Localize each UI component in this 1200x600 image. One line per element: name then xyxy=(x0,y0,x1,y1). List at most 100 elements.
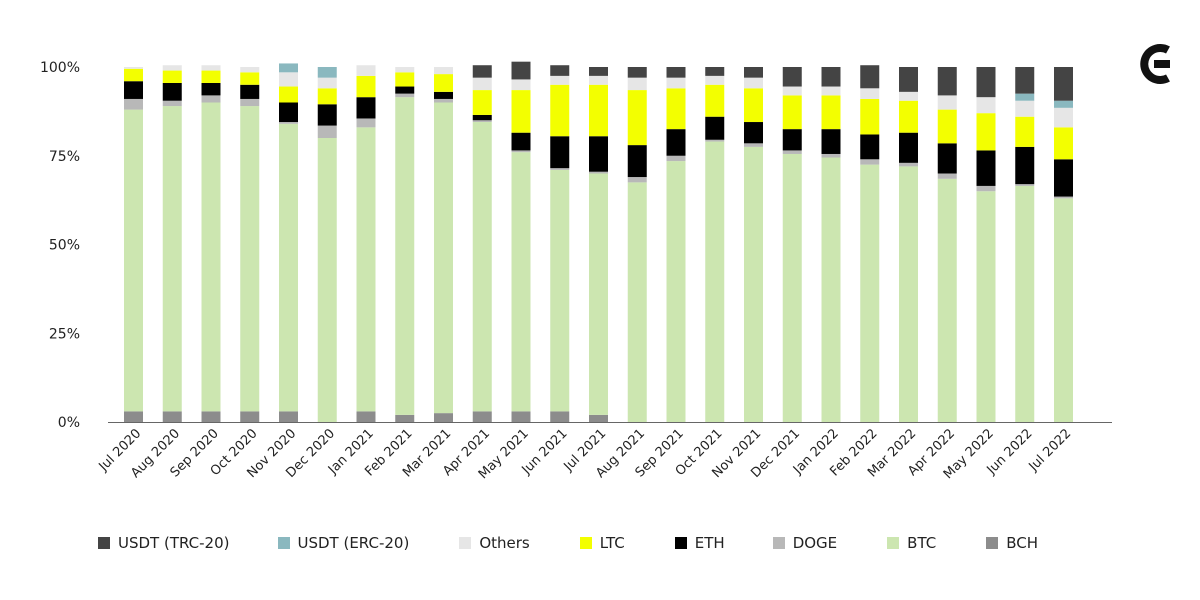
bar-segment xyxy=(782,86,802,96)
bar-segment xyxy=(821,157,841,422)
bar-segment xyxy=(550,169,570,412)
y-axis-ticks: 0% 25% 50% 75% 100% xyxy=(40,60,80,431)
bar-segment xyxy=(124,67,143,69)
bar-segment xyxy=(937,173,957,179)
bar-segment xyxy=(1054,100,1073,108)
bar-segment xyxy=(240,98,260,107)
bar-segment xyxy=(511,79,531,91)
bar-segment xyxy=(395,86,415,94)
bar-segment xyxy=(860,164,880,422)
bar-segment xyxy=(782,67,802,87)
bar-segment xyxy=(1015,185,1035,422)
bar-segment xyxy=(705,67,725,76)
bar-segment xyxy=(705,75,725,85)
bar-segment xyxy=(434,413,453,422)
legend-swatch xyxy=(277,537,290,549)
bar-segment xyxy=(937,143,957,174)
bar-segment xyxy=(627,77,647,91)
legend-item: Others xyxy=(459,534,530,552)
legend-swatch xyxy=(98,537,110,549)
bar-segment xyxy=(860,159,880,165)
legend-label: DOGE xyxy=(792,534,838,552)
bar-segment xyxy=(821,153,841,158)
bar-segment xyxy=(317,138,337,422)
bar-segment xyxy=(744,77,763,89)
legend-item: DOGE xyxy=(772,534,838,552)
bar-segment xyxy=(666,129,686,156)
bar-segment xyxy=(550,411,570,422)
brand-logo-icon xyxy=(1140,44,1170,84)
bar-segment xyxy=(744,143,763,147)
bar-segment xyxy=(434,102,453,414)
bar-segment xyxy=(279,86,298,103)
bar-segment xyxy=(279,72,298,87)
bar-segment xyxy=(240,84,260,99)
bar-segment xyxy=(279,102,298,123)
x-tick-label: Jul 2022 xyxy=(1026,426,1075,475)
bar-segment xyxy=(356,411,376,422)
bar-segment xyxy=(434,74,453,92)
bar-segment xyxy=(201,70,221,83)
bar-segment xyxy=(472,77,492,91)
bar-segment xyxy=(860,98,880,135)
bar-segment xyxy=(744,67,763,78)
bar-segment xyxy=(124,411,143,422)
bar-segment xyxy=(666,67,686,78)
y-tick-label: 100% xyxy=(40,60,80,76)
bar-segment xyxy=(472,90,492,115)
bar-segment xyxy=(240,72,260,85)
bar-segment xyxy=(589,414,608,422)
bar-segment xyxy=(162,82,182,101)
bar-segment xyxy=(317,125,337,138)
bar-segment xyxy=(937,109,957,144)
bar-segment xyxy=(279,123,298,412)
bar-segment xyxy=(666,161,686,422)
bar-segment xyxy=(395,414,415,422)
legend-swatch xyxy=(674,537,687,549)
legend-label: USDT (ERC-20) xyxy=(297,534,410,552)
bar-segment xyxy=(899,132,918,163)
bar-segment xyxy=(356,127,376,412)
bar-segment xyxy=(550,136,570,169)
legend-swatch xyxy=(772,537,785,549)
bar-segment xyxy=(1054,198,1073,422)
bar-segment xyxy=(627,145,647,178)
bar-segment xyxy=(472,114,492,121)
bar-segment xyxy=(1015,116,1035,147)
legend-item: USDT (TRC-20) xyxy=(98,534,230,552)
bar-segment xyxy=(317,104,337,126)
bar-segment xyxy=(899,100,918,133)
bar-segment xyxy=(744,146,763,422)
bar-segment xyxy=(201,82,221,96)
bar-segment xyxy=(976,150,996,186)
bar-segment xyxy=(279,122,298,124)
bar-segment xyxy=(240,67,260,73)
bar-segment xyxy=(1015,184,1035,186)
bar-segment xyxy=(240,411,260,422)
y-tick-label: 25% xyxy=(49,326,80,342)
bar-segment xyxy=(627,67,647,78)
bar-segment xyxy=(1054,196,1073,199)
bar-segment xyxy=(434,67,453,75)
bar-segment xyxy=(124,109,143,412)
bar-segment xyxy=(782,150,802,154)
bar-segment xyxy=(317,88,337,105)
bar-segment xyxy=(162,65,182,71)
y-tick-label: 75% xyxy=(49,149,80,165)
bar-segment xyxy=(472,120,492,123)
bar-segment xyxy=(1054,127,1073,160)
bar-segment xyxy=(550,84,570,137)
bar-segment xyxy=(589,67,608,76)
bar-segment xyxy=(1054,107,1073,128)
bar-segment xyxy=(1054,159,1073,197)
bar-segment xyxy=(705,141,725,423)
bar-segment xyxy=(317,67,337,78)
bar-segment xyxy=(511,150,531,153)
legend-item: ETH xyxy=(674,534,725,552)
bar-segment xyxy=(821,129,841,154)
bar-segment xyxy=(860,65,880,89)
bar-segment xyxy=(782,95,802,130)
bar-segment xyxy=(550,75,570,85)
